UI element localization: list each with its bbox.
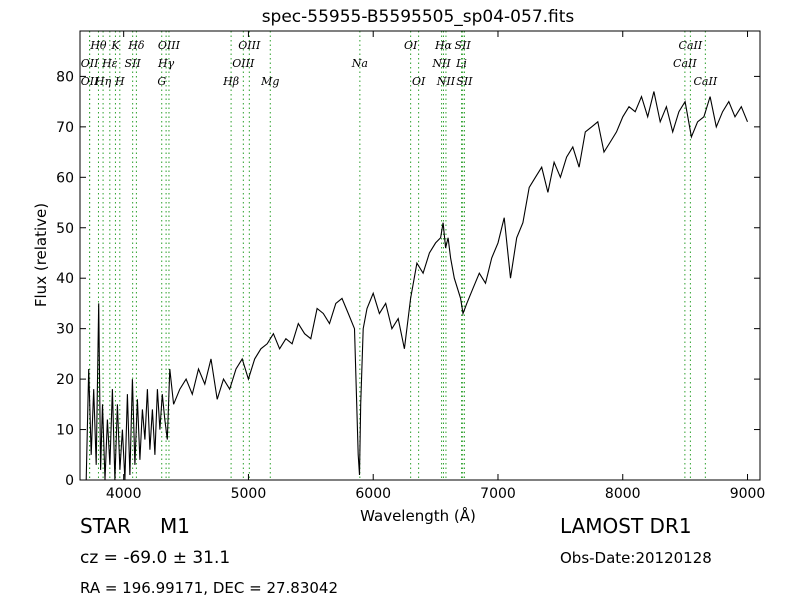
x-axis: 4000 5000 6000 7000 8000 9000 bbox=[106, 31, 765, 502]
line-label: NII bbox=[436, 75, 456, 88]
line-label: SII bbox=[456, 75, 473, 88]
line-label: OI bbox=[412, 75, 426, 88]
line-markers bbox=[89, 31, 706, 480]
y-axis-label: Flux (relative) bbox=[32, 203, 50, 307]
line-label: Hγ bbox=[157, 57, 175, 70]
y-tick-label: 50 bbox=[56, 221, 74, 237]
object-class: STAR bbox=[80, 514, 131, 538]
x-tick-label: 5000 bbox=[231, 486, 267, 502]
line-label: Li bbox=[455, 57, 467, 70]
sky-coordinates: RA = 196.99171, DEC = 27.83042 bbox=[80, 579, 339, 597]
spectrum-line bbox=[85, 91, 749, 481]
x-tick-label: 7000 bbox=[480, 486, 516, 502]
y-tick-label: 30 bbox=[56, 322, 74, 338]
y-tick-label: 20 bbox=[56, 372, 74, 388]
line-label: Hδ bbox=[127, 39, 145, 52]
redshift-value: cz = -69.0 ± 31.1 bbox=[80, 548, 231, 568]
line-label: OII bbox=[81, 57, 99, 70]
line-label: CaII bbox=[679, 39, 703, 52]
line-label: CaII bbox=[694, 75, 718, 88]
y-tick-label: 0 bbox=[65, 473, 74, 489]
line-label: Hθ bbox=[89, 39, 107, 52]
line-label: Hη bbox=[94, 75, 112, 88]
line-label: SII bbox=[455, 39, 472, 52]
line-label: H bbox=[114, 75, 125, 88]
y-tick-label: 60 bbox=[56, 170, 74, 186]
line-label: Hε bbox=[101, 57, 118, 70]
y-tick-label: 40 bbox=[56, 271, 74, 287]
chart-title: spec-55955-B5595505_sp04-057.fits bbox=[262, 7, 575, 27]
line-label: OII bbox=[81, 75, 99, 88]
line-label: G bbox=[157, 75, 166, 88]
x-tick-label: 8000 bbox=[605, 486, 641, 502]
line-label: OI bbox=[404, 39, 418, 52]
x-axis-label: Wavelength (Å) bbox=[360, 506, 476, 525]
x-tick-label: 9000 bbox=[730, 486, 766, 502]
x-tick-label: 4000 bbox=[106, 486, 142, 502]
line-label: Na bbox=[351, 57, 368, 70]
line-label: K bbox=[110, 39, 120, 52]
line-label: NII bbox=[431, 57, 451, 70]
observation-date: Obs-Date:20120128 bbox=[560, 549, 712, 567]
line-label: OIII bbox=[158, 39, 181, 52]
line-label: SII bbox=[125, 57, 142, 70]
y-tick-label: 80 bbox=[56, 69, 74, 85]
x-tick-label: 6000 bbox=[355, 486, 391, 502]
line-label: Mg bbox=[260, 75, 279, 88]
plot-frame bbox=[79, 30, 761, 481]
y-axis: 0 10 20 30 40 50 60 70 80 bbox=[56, 69, 760, 489]
line-label: OIII bbox=[238, 39, 261, 52]
survey-name: LAMOST DR1 bbox=[560, 514, 692, 538]
object-subclass: M1 bbox=[160, 514, 190, 538]
line-label: Hα bbox=[434, 39, 453, 52]
line-label: CaII bbox=[673, 57, 697, 70]
line-label: OIII bbox=[232, 57, 255, 70]
y-tick-label: 70 bbox=[56, 120, 74, 136]
line-label: Hβ bbox=[222, 75, 239, 88]
y-tick-label: 10 bbox=[56, 423, 74, 439]
